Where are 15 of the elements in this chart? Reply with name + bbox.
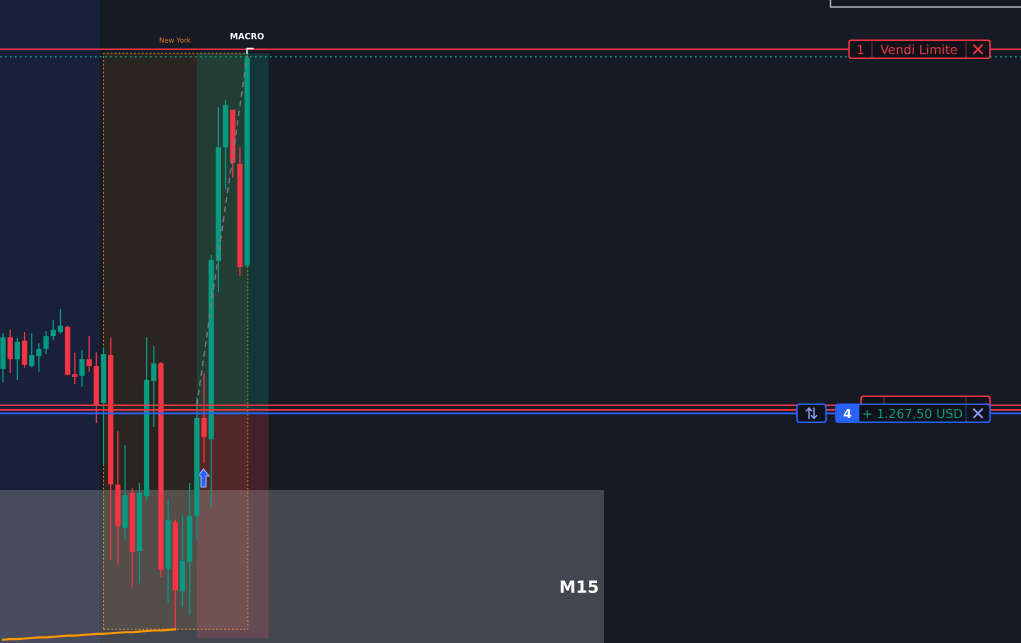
- candlestick: [43, 330, 49, 355]
- band-label: M15: [560, 580, 598, 593]
- text: 4: [843, 408, 852, 419]
- ref-line-label: + 1.267,50 USD: [863, 408, 963, 420]
- candlestick: [29, 332, 35, 368]
- candlestick: [79, 349, 85, 388]
- candlestick: [7, 329, 13, 374]
- text: 1: [857, 44, 864, 55]
- candlestick: [72, 352, 78, 385]
- ref-line-label: Vendi Limite: [880, 44, 957, 55]
- text: MACRO: [230, 32, 264, 40]
- candlestick: [14, 337, 21, 381]
- candlestick: [86, 335, 92, 373]
- candlestick: [151, 345, 157, 428]
- candlestick: [36, 342, 42, 373]
